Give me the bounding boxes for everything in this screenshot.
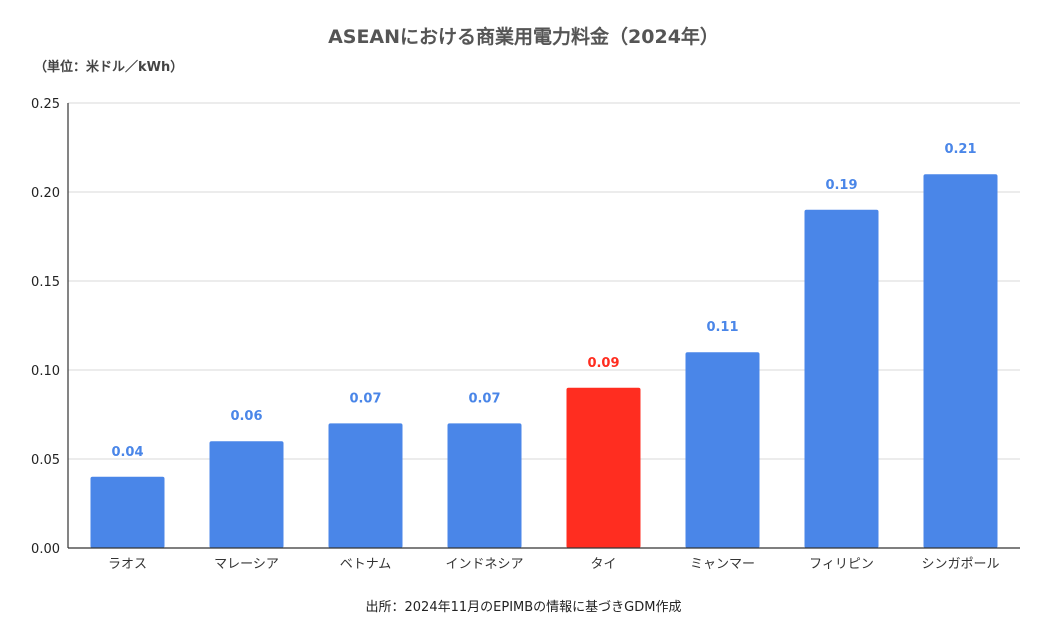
category-label: フィリピン xyxy=(809,557,874,572)
data-label: 0.09 xyxy=(587,356,619,371)
data-label: 0.07 xyxy=(349,391,381,406)
data-label: 0.06 xyxy=(230,409,262,424)
bar xyxy=(923,174,998,548)
data-labels: 0.04 0.06 0.07 0.07 0.09 0.11 0.19 0.21 xyxy=(111,142,976,460)
bar xyxy=(447,423,522,548)
y-tick-label: 0.10 xyxy=(31,364,60,379)
data-label: 0.19 xyxy=(825,178,857,193)
bar xyxy=(566,387,641,548)
y-tick-label: 0.15 xyxy=(31,275,60,290)
bar xyxy=(685,352,760,548)
category-label: タイ xyxy=(590,557,616,572)
y-tick-labels: 0.00 0.05 0.10 0.15 0.20 0.25 xyxy=(31,97,60,557)
y-tick-label: 0.05 xyxy=(31,453,60,468)
chart-title: ASEANにおける商業用電力料金（2024年） xyxy=(328,26,719,48)
bar xyxy=(328,423,403,548)
category-label: シンガポール xyxy=(921,557,999,572)
data-label: 0.21 xyxy=(944,142,976,157)
data-label: 0.11 xyxy=(706,320,738,335)
y-tick-label: 0.25 xyxy=(31,97,60,112)
category-label: ミャンマー xyxy=(690,557,755,572)
source-note: 出所：2024年11月のEPIMBの情報に基づきGDM作成 xyxy=(365,600,682,615)
category-labels: ラオス マレーシア ベトナム インドネシア タイ ミャンマー フィリピン シンガポール xyxy=(108,557,1000,572)
bars xyxy=(90,174,998,549)
category-label: マレーシア xyxy=(214,557,279,572)
data-label: 0.04 xyxy=(111,445,143,460)
category-label: ラオス xyxy=(108,557,147,572)
y-tick-label: 0.20 xyxy=(31,186,60,201)
bar xyxy=(209,441,284,548)
y-tick-label: 0.00 xyxy=(31,542,60,557)
bar xyxy=(804,209,879,549)
category-label: ベトナム xyxy=(340,557,392,572)
unit-label: （単位：米ドル／kWh） xyxy=(34,60,184,75)
category-label: インドネシア xyxy=(445,557,523,572)
bar xyxy=(90,476,165,548)
data-label: 0.07 xyxy=(468,391,500,406)
